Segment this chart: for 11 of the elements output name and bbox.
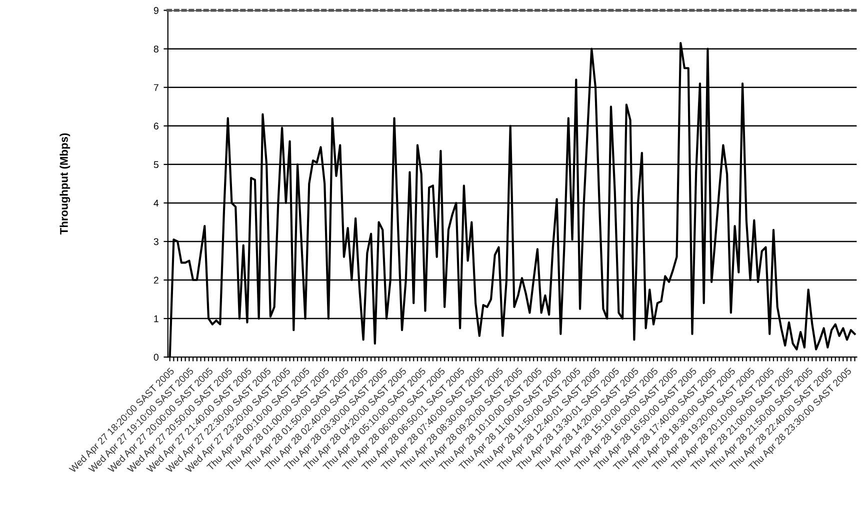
y-tick-label: 0	[154, 354, 158, 361]
y-tick-label: 1	[154, 315, 158, 322]
y-tick-label: 9	[154, 7, 158, 14]
y-tick-label: 7	[154, 84, 158, 91]
y-tick-label: 8	[154, 46, 158, 52]
y-tick-label: 5	[154, 161, 158, 168]
y-tick-label: 6	[154, 122, 158, 130]
y-tick-label: 2	[154, 276, 158, 284]
y-axis-title: Throughput (Mbps)	[60, 133, 70, 234]
y-tick-label: 3	[154, 238, 158, 246]
y-tick-label: 4	[154, 200, 159, 206]
